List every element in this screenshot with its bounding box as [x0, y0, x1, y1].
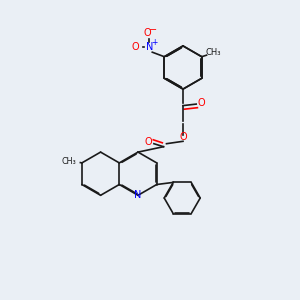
- Text: N: N: [146, 42, 153, 52]
- Text: O: O: [131, 42, 139, 52]
- Text: −: −: [149, 25, 158, 35]
- Text: CH₃: CH₃: [206, 48, 221, 57]
- Text: O: O: [197, 98, 205, 108]
- Text: N: N: [134, 190, 142, 200]
- Text: CH₃: CH₃: [61, 157, 76, 166]
- Text: O: O: [179, 132, 187, 142]
- Text: +: +: [151, 38, 158, 47]
- Text: O: O: [144, 136, 152, 147]
- Text: O: O: [143, 28, 151, 38]
